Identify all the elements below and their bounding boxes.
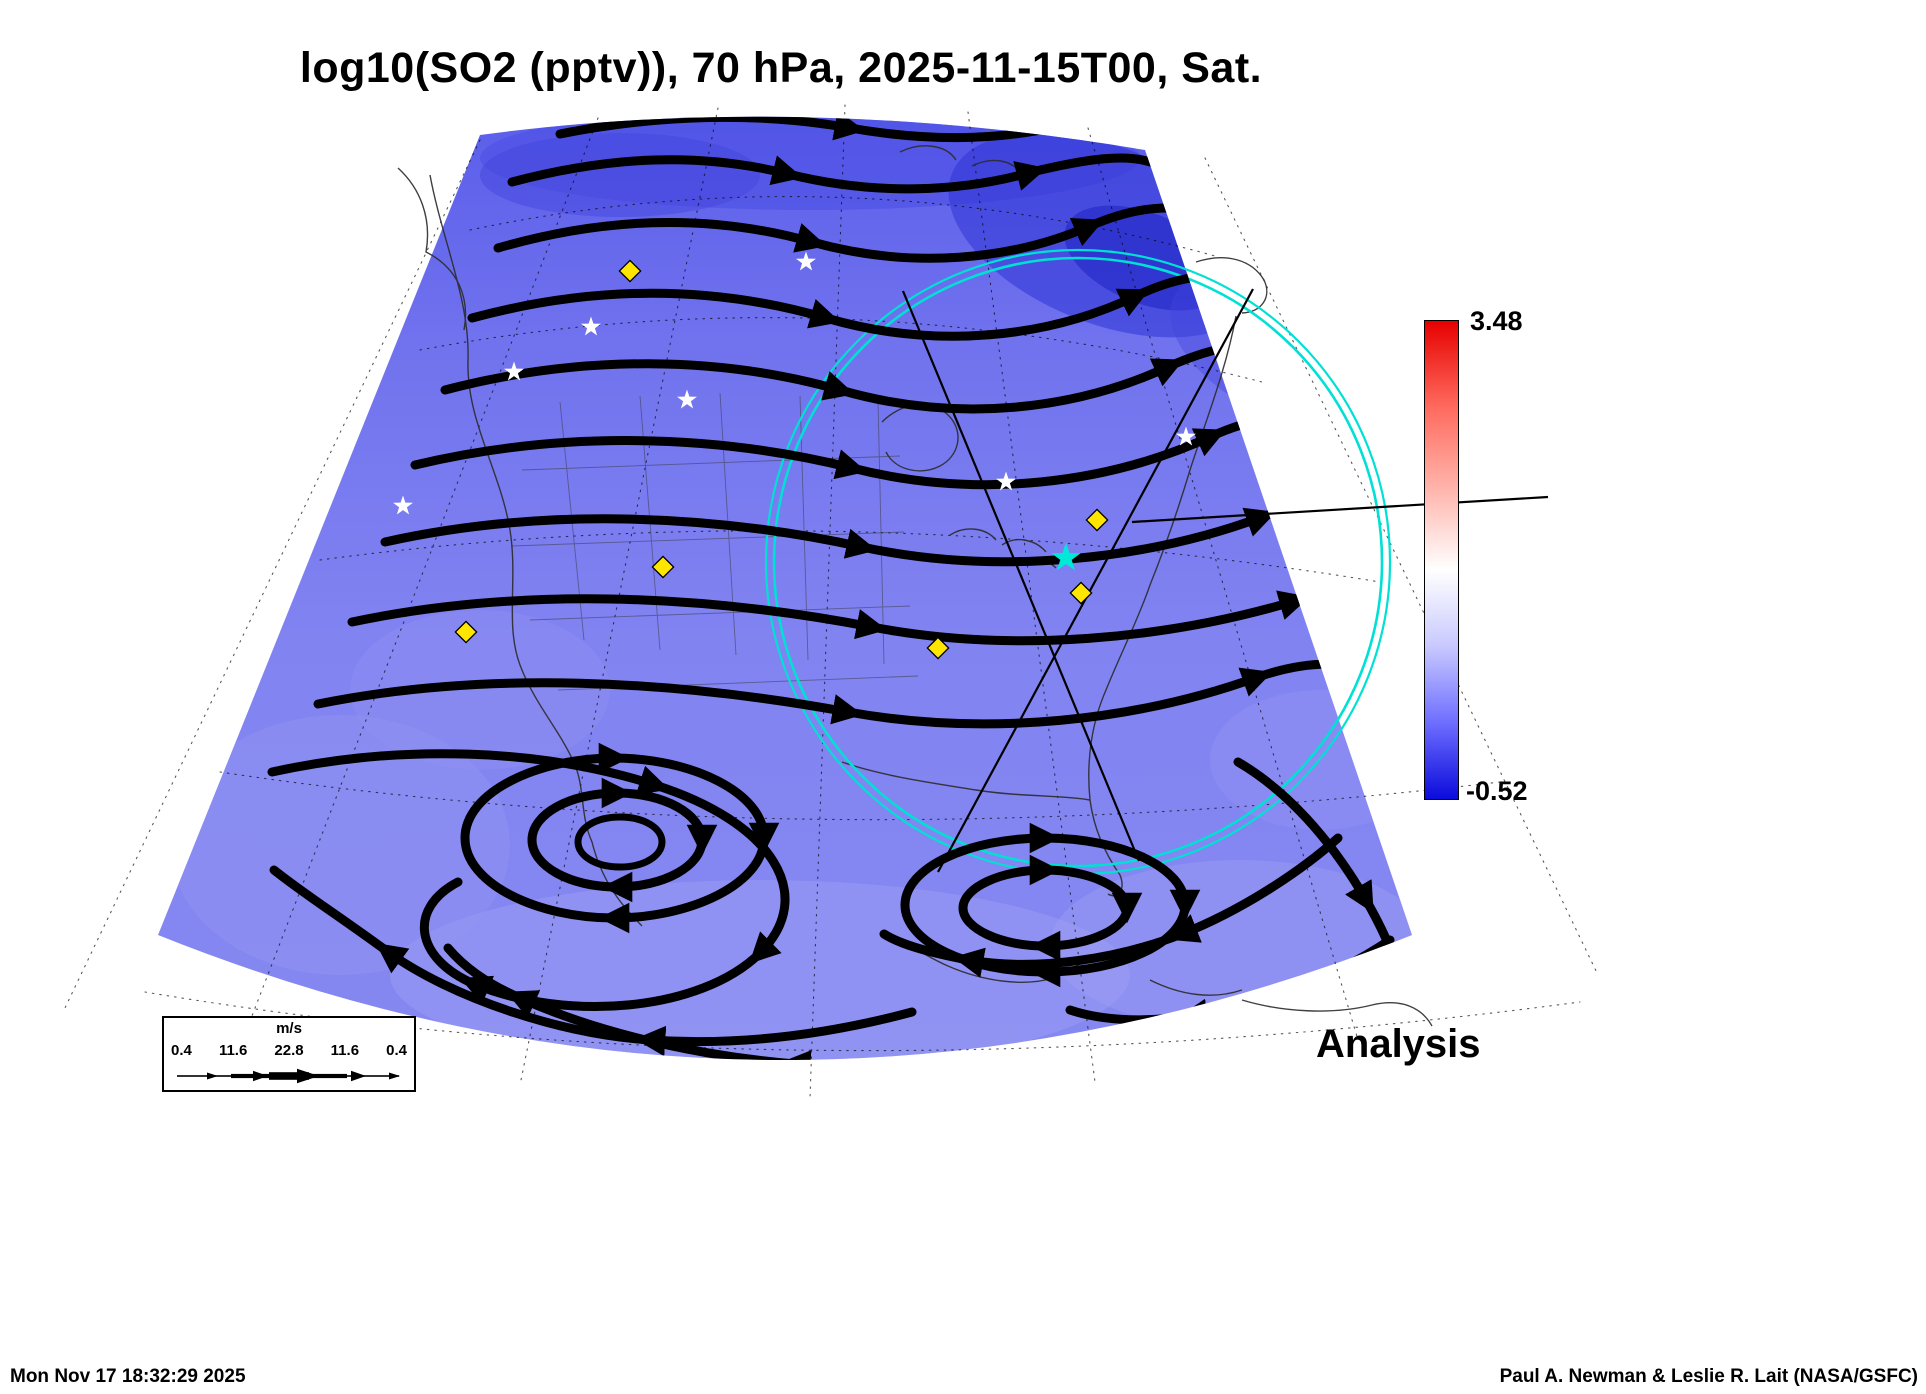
wind-arrow-scale bbox=[177, 1068, 400, 1084]
wind-legend-box: m/s 0.4 11.6 22.8 11.6 0.4 bbox=[162, 1016, 416, 1092]
footer-timestamp: Mon Nov 17 18:32:29 2025 bbox=[10, 1366, 246, 1387]
wind-value: 0.4 bbox=[386, 1042, 407, 1059]
wind-units-label: m/s bbox=[276, 1020, 302, 1037]
wind-value: 11.6 bbox=[330, 1042, 360, 1059]
footer-credit: Paul A. Newman & Leslie R. Lait (NASA/GS… bbox=[1499, 1366, 1918, 1387]
wind-value: 22.8 bbox=[274, 1042, 304, 1059]
colorbar bbox=[1424, 320, 1459, 800]
colorbar-max-label: 3.48 bbox=[1470, 306, 1523, 336]
analysis-label: Analysis bbox=[1316, 1022, 1481, 1066]
colorbar-min-label: -0.52 bbox=[1466, 776, 1528, 806]
wind-value: 0.4 bbox=[171, 1042, 192, 1059]
wind-value: 11.6 bbox=[218, 1042, 248, 1059]
page-title: log10(SO2 (pptv)), 70 hPa, 2025-11-15T00… bbox=[299, 44, 1263, 92]
wind-value-row: 0.4 11.6 22.8 11.6 0.4 bbox=[171, 1043, 407, 1059]
